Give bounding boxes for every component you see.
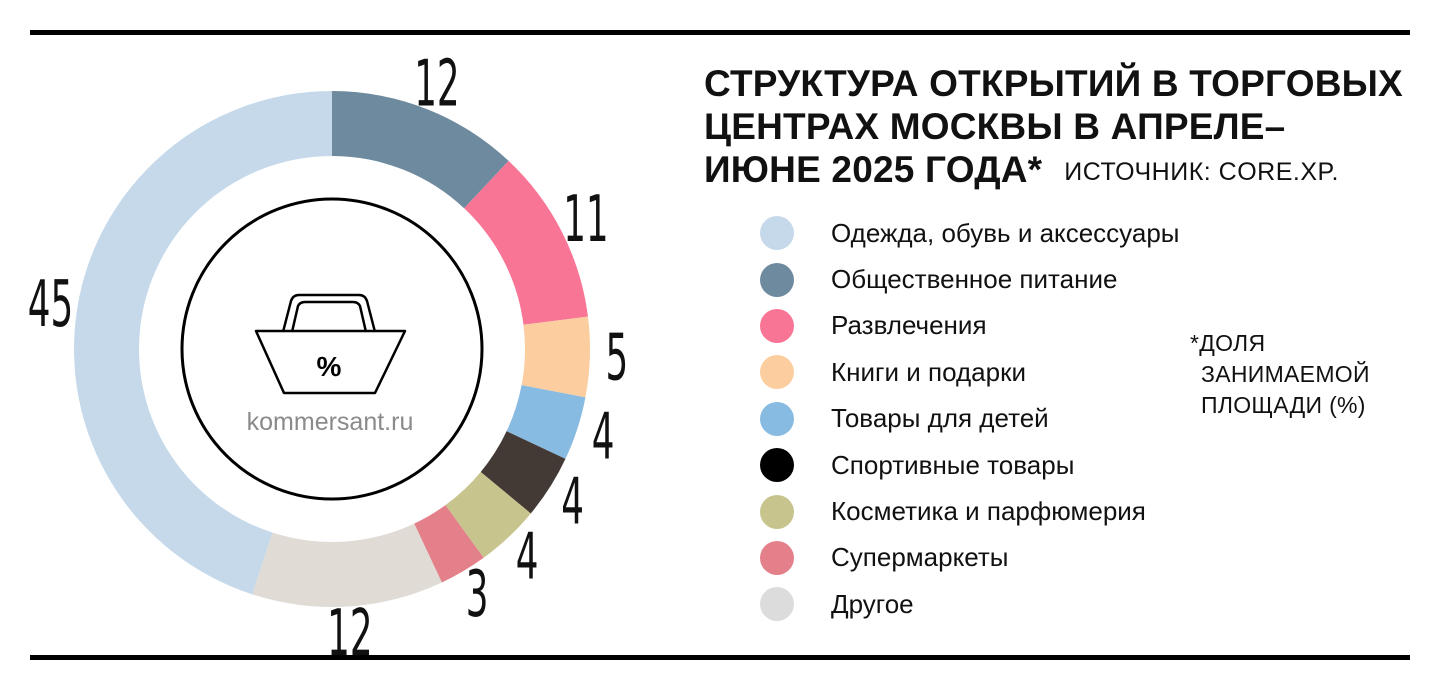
slice-2 bbox=[464, 160, 588, 325]
legend-swatch bbox=[760, 262, 794, 297]
slice-1 bbox=[332, 91, 509, 209]
legend-label: Спортивные товары bbox=[831, 449, 1075, 480]
legend-label: Книги и подарки bbox=[831, 356, 1026, 387]
legend-item: Косметика и парфюмерия bbox=[760, 488, 1179, 534]
slice-6 bbox=[445, 472, 531, 558]
title-line-2: ЦЕНТРАХ МОСКВЫ В АПРЕЛЕ– bbox=[704, 106, 1286, 147]
legend-label: Одежда, обувь и аксессуары bbox=[831, 217, 1180, 248]
legend-item: Другое bbox=[760, 581, 1179, 627]
slice-7 bbox=[414, 505, 484, 583]
bottom-rule bbox=[30, 655, 1410, 660]
legend-item: Развлечения bbox=[760, 303, 1179, 349]
legend-item: Общественное питание bbox=[760, 256, 1179, 302]
legend-label: Косметика и парфюмерия bbox=[831, 496, 1146, 527]
slice-5 bbox=[480, 431, 566, 514]
value-label-1: 12 bbox=[414, 47, 459, 122]
slice-3 bbox=[521, 316, 590, 398]
title-line-3-text: ИЮНЕ 2025 ГОДА* bbox=[704, 149, 1043, 190]
value-label-6: 4 bbox=[516, 519, 539, 594]
value-label-2: 11 bbox=[563, 182, 608, 257]
title-line-3: ИЮНЕ 2025 ГОДА* ИСТОЧНИК: CORE.XP. bbox=[704, 148, 1424, 194]
footnote: *ДОЛЯ ЗАНИМАЕМОЙ ПЛОЩАДИ (%) bbox=[1190, 328, 1370, 421]
legend-swatch bbox=[760, 355, 794, 390]
footnote-line-2: ЗАНИМАЕМОЙ bbox=[1201, 361, 1370, 387]
legend-item: Спортивные товары bbox=[760, 442, 1179, 488]
donut-slices bbox=[74, 91, 590, 607]
legend-swatch bbox=[760, 494, 794, 529]
source-note: ИСТОЧНИК: CORE.XP. bbox=[1064, 158, 1339, 186]
slice-9 bbox=[74, 91, 333, 595]
chart-title: СТРУКТУРА ОТКРЫТИЙ В ТОРГОВЫХ ЦЕНТРАХ МО… bbox=[704, 62, 1424, 194]
legend-label: Развлечения bbox=[831, 310, 987, 341]
legend-item: Книги и подарки bbox=[760, 349, 1179, 395]
value-label-4: 4 bbox=[592, 400, 615, 475]
legend-swatch bbox=[760, 587, 794, 622]
legend-item: Товары для детей bbox=[760, 396, 1179, 442]
legend-swatch bbox=[760, 216, 794, 251]
title-line-1: СТРУКТУРА ОТКРЫТИЙ В ТОРГОВЫХ bbox=[704, 63, 1403, 104]
brand-watermark: kommersant.ru bbox=[247, 408, 414, 436]
legend-swatch bbox=[760, 308, 794, 343]
value-label-8: 12 bbox=[327, 596, 372, 671]
legend: Одежда, обувь и аксессуары Общественное п… bbox=[760, 210, 1179, 628]
top-rule bbox=[30, 30, 1410, 35]
slice-8 bbox=[252, 523, 442, 607]
legend-item: Одежда, обувь и аксессуары bbox=[760, 210, 1179, 256]
slice-4 bbox=[506, 385, 586, 459]
center-circle bbox=[180, 197, 484, 501]
legend-swatch bbox=[760, 401, 794, 436]
value-label-3: 5 bbox=[606, 321, 629, 396]
legend-swatch bbox=[760, 540, 794, 575]
legend-swatch bbox=[760, 448, 794, 483]
footnote-line-1: *ДОЛЯ bbox=[1190, 330, 1266, 356]
legend-item: Супермаркеты bbox=[760, 535, 1179, 581]
percent-symbol: % bbox=[317, 351, 342, 382]
footnote-line-3: ПЛОЩАДИ (%) bbox=[1201, 392, 1366, 418]
basket-icon bbox=[254, 293, 407, 395]
value-label-7: 3 bbox=[466, 557, 489, 632]
value-label-5: 4 bbox=[561, 464, 584, 539]
legend-label: Общественное питание bbox=[831, 264, 1118, 295]
legend-label: Супермаркеты bbox=[831, 542, 1009, 573]
value-label-9: 45 bbox=[28, 267, 73, 342]
legend-label: Товары для детей bbox=[831, 403, 1049, 434]
legend-label: Другое bbox=[831, 588, 914, 619]
